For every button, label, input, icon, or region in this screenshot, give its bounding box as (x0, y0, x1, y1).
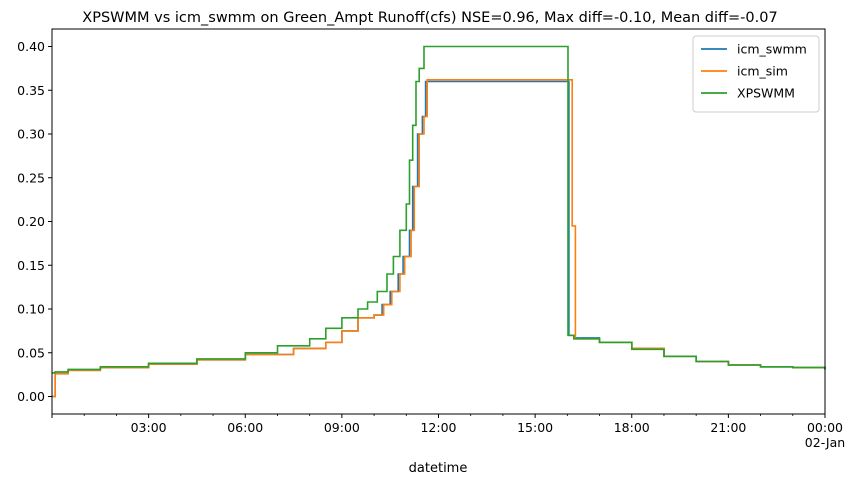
y-tick-label-0: 0.00 (17, 389, 45, 404)
y-tick-label-5: 0.25 (17, 170, 45, 185)
y-tick-label-6: 0.30 (17, 127, 45, 142)
y-tick-label-8: 0.40 (17, 39, 45, 54)
x-tick-label-5: 15:00 (517, 420, 553, 435)
x-axis: 03:00 06:00 09:00 12:00 15:00 18:00 21:00 00:00… (51, 414, 845, 450)
x-tick-label-1: 03:00 (131, 420, 167, 435)
x-axis-label: datetime (409, 461, 468, 476)
chart-title: XPSWMM vs icm_swmm on Green_Ampt Runoff(… (82, 10, 777, 26)
x-tick-label-8: 00:00 (807, 420, 843, 435)
series-line-0 (52, 80, 826, 398)
x-tick-label-2: 06:00 (227, 420, 263, 435)
y-tick-label-7: 0.35 (17, 83, 45, 98)
legend-label-1: icm_sim (737, 64, 788, 79)
x-tick-label-6: 18:00 (614, 420, 650, 435)
legend-label-2: XPSWMM (737, 86, 795, 101)
series-layer (52, 45, 826, 398)
x-tick-label-3: 09:00 (324, 420, 360, 435)
legend-label-0: icm_swmm (737, 42, 807, 57)
x-tick-label-7: 21:00 (710, 420, 746, 435)
y-tick-label-2: 0.10 (17, 302, 45, 317)
y-tick-label-3: 0.15 (17, 258, 45, 273)
y-tick-label-1: 0.05 (17, 345, 45, 360)
series-line-2 (52, 45, 826, 374)
legend: icm_swmm icm_sim XPSWMM (692, 35, 820, 113)
y-axis: 0.00 0.05 0.10 0.15 0.20 0.25 0.30 0.35 0.40 (17, 39, 52, 404)
series-line-1 (52, 79, 826, 398)
y-tick-label-4: 0.20 (17, 214, 45, 229)
x-tick-label-4: 12:00 (420, 420, 456, 435)
x-tick-sublabel-8: 02-Jan (805, 435, 845, 450)
